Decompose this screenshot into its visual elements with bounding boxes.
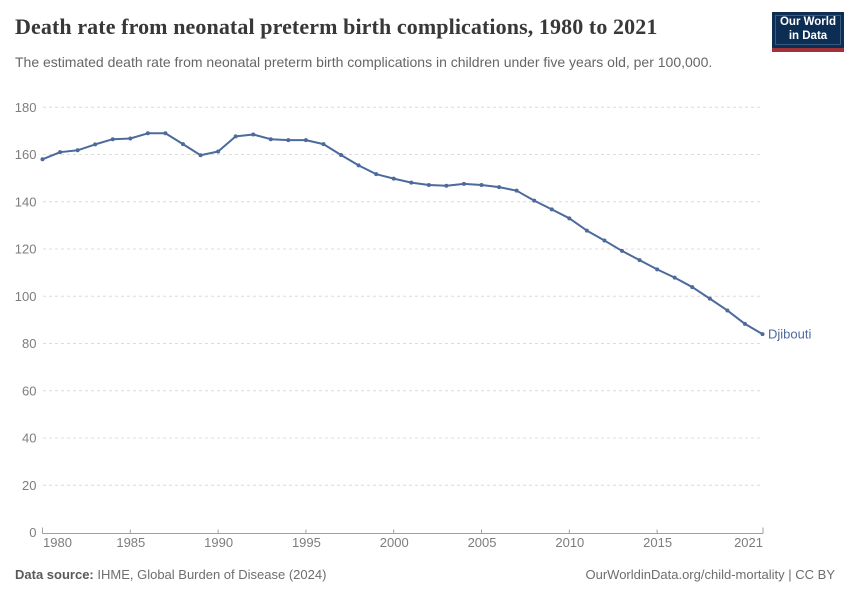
data-point xyxy=(198,153,203,158)
data-point xyxy=(584,228,589,233)
series-end-label: Djibouti xyxy=(768,327,811,342)
data-point xyxy=(602,238,607,243)
data-point xyxy=(163,131,168,136)
y-tick-label: 160 xyxy=(15,147,37,162)
data-point xyxy=(760,332,765,337)
owid-logo-line2: in Data xyxy=(788,29,828,42)
x-tick-label: 2021 xyxy=(734,535,763,550)
owid-logo-line1: Our World xyxy=(779,16,836,28)
owid-logo-text: Our World in Data xyxy=(775,15,841,45)
y-tick-label: 140 xyxy=(15,194,37,209)
y-tick-label: 60 xyxy=(22,383,36,398)
data-point xyxy=(707,296,712,301)
data-point xyxy=(233,134,238,139)
data-point xyxy=(58,150,63,155)
data-point xyxy=(620,248,625,253)
y-tick-label: 0 xyxy=(29,525,36,540)
x-tick-label: 1985 xyxy=(116,535,145,550)
x-tick-label: 2005 xyxy=(468,535,497,550)
data-point xyxy=(321,142,326,147)
data-point xyxy=(40,157,45,162)
owid-logo-red-stripe xyxy=(772,47,844,52)
data-point xyxy=(93,142,98,147)
data-point xyxy=(374,172,379,177)
y-tick-label: 40 xyxy=(22,431,36,446)
data-point xyxy=(567,216,572,221)
data-point xyxy=(514,188,519,193)
y-tick-label: 180 xyxy=(15,100,37,115)
data-point xyxy=(75,148,80,153)
data-point xyxy=(725,308,730,313)
data-point xyxy=(672,275,677,280)
data-point xyxy=(303,138,308,143)
y-tick-label: 20 xyxy=(22,478,36,493)
data-point xyxy=(216,149,221,154)
y-tick-label: 100 xyxy=(15,289,37,304)
data-point xyxy=(497,185,502,190)
footer-link: OurWorldinData.org/child-mortality | CC … xyxy=(585,567,836,582)
data-point xyxy=(339,153,344,158)
data-point xyxy=(426,183,431,188)
data-point xyxy=(110,137,115,142)
data-line xyxy=(41,132,764,336)
chart-title: Death rate from neonatal preterm birth c… xyxy=(15,14,658,39)
x-tick-label: 1980 xyxy=(43,535,72,550)
data-point xyxy=(391,176,396,181)
data-point xyxy=(409,180,414,185)
data-point xyxy=(655,267,660,272)
data-point xyxy=(286,138,291,143)
x-tick-label: 1990 xyxy=(204,535,233,550)
data-point xyxy=(268,137,273,142)
x-tick-label: 2015 xyxy=(643,535,672,550)
data-point xyxy=(532,198,537,203)
data-source-label: Data source: xyxy=(15,567,94,582)
data-point xyxy=(461,181,466,186)
x-tick-label: 1995 xyxy=(292,535,321,550)
x-tick-label: 2000 xyxy=(380,535,409,550)
chart-footer: Data source: IHME, Global Burden of Dise… xyxy=(15,567,835,582)
data-source: Data source: IHME, Global Burden of Dise… xyxy=(15,567,326,582)
data-point xyxy=(479,183,484,188)
data-point xyxy=(637,258,642,263)
y-tick-label: 120 xyxy=(15,242,37,257)
data-point xyxy=(145,131,150,136)
data-point xyxy=(251,132,256,137)
x-tick-label: 2010 xyxy=(555,535,584,550)
data-point xyxy=(549,207,554,212)
data-point xyxy=(356,163,361,168)
data-point xyxy=(128,136,133,141)
data-point xyxy=(444,183,449,188)
y-tick-label: 80 xyxy=(22,336,36,351)
data-point xyxy=(690,285,695,290)
data-source-text: IHME, Global Burden of Disease (2024) xyxy=(93,567,327,582)
data-point xyxy=(742,321,747,326)
owid-logo: Our World in Data xyxy=(772,12,844,52)
data-point xyxy=(180,142,185,147)
chart-subtitle: The estimated death rate from neonatal p… xyxy=(15,54,713,70)
